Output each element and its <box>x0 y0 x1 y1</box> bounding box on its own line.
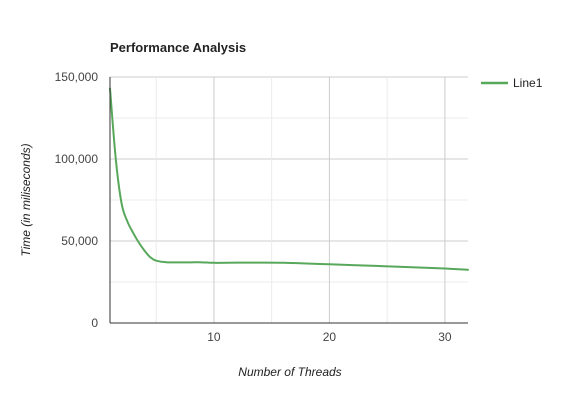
y-tick-label: 0 <box>91 316 98 330</box>
x-tick-label: 30 <box>438 330 452 344</box>
y-tick-label: 100,000 <box>55 152 99 166</box>
y-axis-title: Time (in miliseconds) <box>19 143 33 256</box>
series-layer <box>109 87 469 271</box>
x-axis-title: Number of Threads <box>238 365 341 379</box>
x-tick-label: 20 <box>323 330 337 344</box>
series-line-1 <box>109 87 469 271</box>
gridlines <box>110 76 468 323</box>
y-tick-labels: 0 50,000 100,000 150,000 <box>55 70 99 330</box>
x-tick-labels: 10 20 30 <box>207 330 452 344</box>
legend-label-line1: Line1 <box>513 76 543 90</box>
chart-title: Performance Analysis <box>110 40 246 55</box>
y-tick-label: 150,000 <box>55 70 99 84</box>
x-tick-label: 10 <box>207 330 221 344</box>
y-tick-label: 50,000 <box>61 234 98 248</box>
legend: Line1 <box>481 76 543 90</box>
axes <box>109 77 468 324</box>
